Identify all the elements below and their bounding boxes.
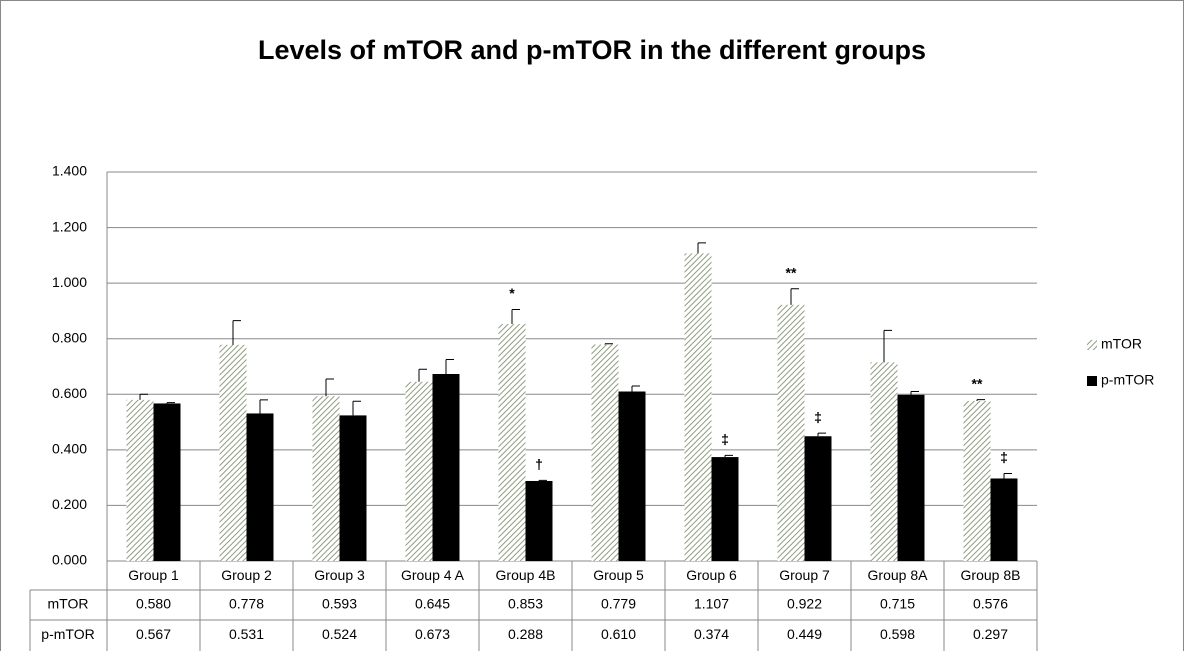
x-tick-label: Group 7 [779, 567, 830, 583]
error-bar [352, 400, 361, 416]
chart-title: Levels of mTOR and p-mTOR in the differe… [258, 35, 926, 65]
x-tick-label: Group 5 [593, 567, 644, 583]
annotation: ** [786, 264, 797, 280]
table-value: 0.524 [322, 626, 357, 642]
error-bar [910, 391, 919, 395]
y-tick-label: 1.200 [52, 218, 87, 234]
error-bar [724, 454, 733, 458]
legend-swatch [1087, 376, 1097, 386]
table-row-label: mTOR [48, 596, 89, 612]
legend-label: mTOR [1101, 336, 1142, 352]
error-bar [325, 378, 334, 397]
y-tick-label: 0.400 [52, 441, 87, 457]
bar [897, 394, 925, 561]
error-bar [259, 399, 268, 414]
table-value: 0.598 [880, 626, 915, 642]
x-tick-label: Group 4B [496, 567, 556, 583]
annotation: ‡ [814, 409, 822, 425]
table-value: 0.567 [136, 626, 171, 642]
error-bar [790, 288, 799, 305]
error-bar [697, 242, 706, 254]
error-bar [511, 309, 520, 324]
table-value: 0.449 [787, 626, 822, 642]
table-value: 0.288 [508, 626, 543, 642]
x-tick-label: Group 4 A [401, 567, 465, 583]
x-tick-label: Group 1 [128, 567, 179, 583]
bar [870, 362, 898, 561]
table-value: 0.297 [973, 626, 1008, 642]
y-tick-label: 1.000 [52, 274, 87, 290]
bar [525, 480, 553, 561]
table-value: 0.645 [415, 596, 450, 612]
y-tick-label: 0.200 [52, 496, 87, 512]
bar [963, 400, 991, 561]
bar [591, 344, 619, 561]
bar [219, 344, 247, 561]
y-tick-label: 0.800 [52, 329, 87, 345]
table-row-label: p-mTOR [41, 626, 94, 642]
y-tick-label: 1.400 [52, 163, 87, 179]
table-value: 0.673 [415, 626, 450, 642]
bar [618, 391, 646, 561]
x-tick-label: Group 8A [868, 567, 929, 583]
error-bar [232, 320, 241, 345]
table-value: 0.531 [229, 626, 264, 642]
table-value: 0.374 [694, 626, 729, 642]
error-bar [538, 479, 547, 481]
annotation: † [535, 456, 543, 472]
error-bar [139, 393, 148, 400]
annotation: ** [972, 375, 983, 391]
table-value: 0.593 [322, 596, 357, 612]
table-value: 0.853 [508, 596, 543, 612]
x-tick-label: Group 2 [221, 567, 272, 583]
bar [711, 457, 739, 561]
x-tick-label: Group 6 [686, 567, 737, 583]
error-bar [445, 359, 454, 375]
error-bar [1003, 472, 1012, 479]
bar [684, 253, 712, 561]
bar [339, 415, 367, 561]
y-tick-label: 0.000 [52, 552, 87, 568]
error-bar [817, 432, 826, 437]
bar [804, 436, 832, 561]
table-value: 0.715 [880, 596, 915, 612]
error-bar [976, 399, 985, 401]
error-bar [883, 329, 892, 363]
bar [777, 304, 805, 561]
table-value: 0.580 [136, 596, 171, 612]
bar [312, 396, 340, 561]
error-bar [418, 368, 427, 382]
bar [990, 478, 1018, 561]
annotation: ‡ [721, 431, 729, 447]
bar [432, 374, 460, 561]
table-value: 1.107 [694, 596, 729, 612]
bar [405, 381, 433, 561]
error-bar [604, 343, 613, 345]
error-bar [631, 385, 640, 392]
bar [246, 413, 274, 561]
legend-label: p-mTOR [1101, 372, 1154, 388]
x-tick-label: Group 3 [314, 567, 365, 583]
table-value: 0.576 [973, 596, 1008, 612]
error-bar [166, 402, 175, 404]
y-tick-label: 0.600 [52, 385, 87, 401]
table-value: 0.922 [787, 596, 822, 612]
annotation: * [509, 285, 515, 301]
bar [498, 323, 526, 561]
table-value: 0.778 [229, 596, 264, 612]
table-value: 0.779 [601, 596, 636, 612]
annotation: ‡ [1000, 449, 1008, 465]
x-tick-label: Group 8B [961, 567, 1021, 583]
bar [126, 399, 154, 561]
table-value: 0.610 [601, 626, 636, 642]
bar [153, 403, 181, 561]
legend-swatch [1087, 340, 1097, 350]
